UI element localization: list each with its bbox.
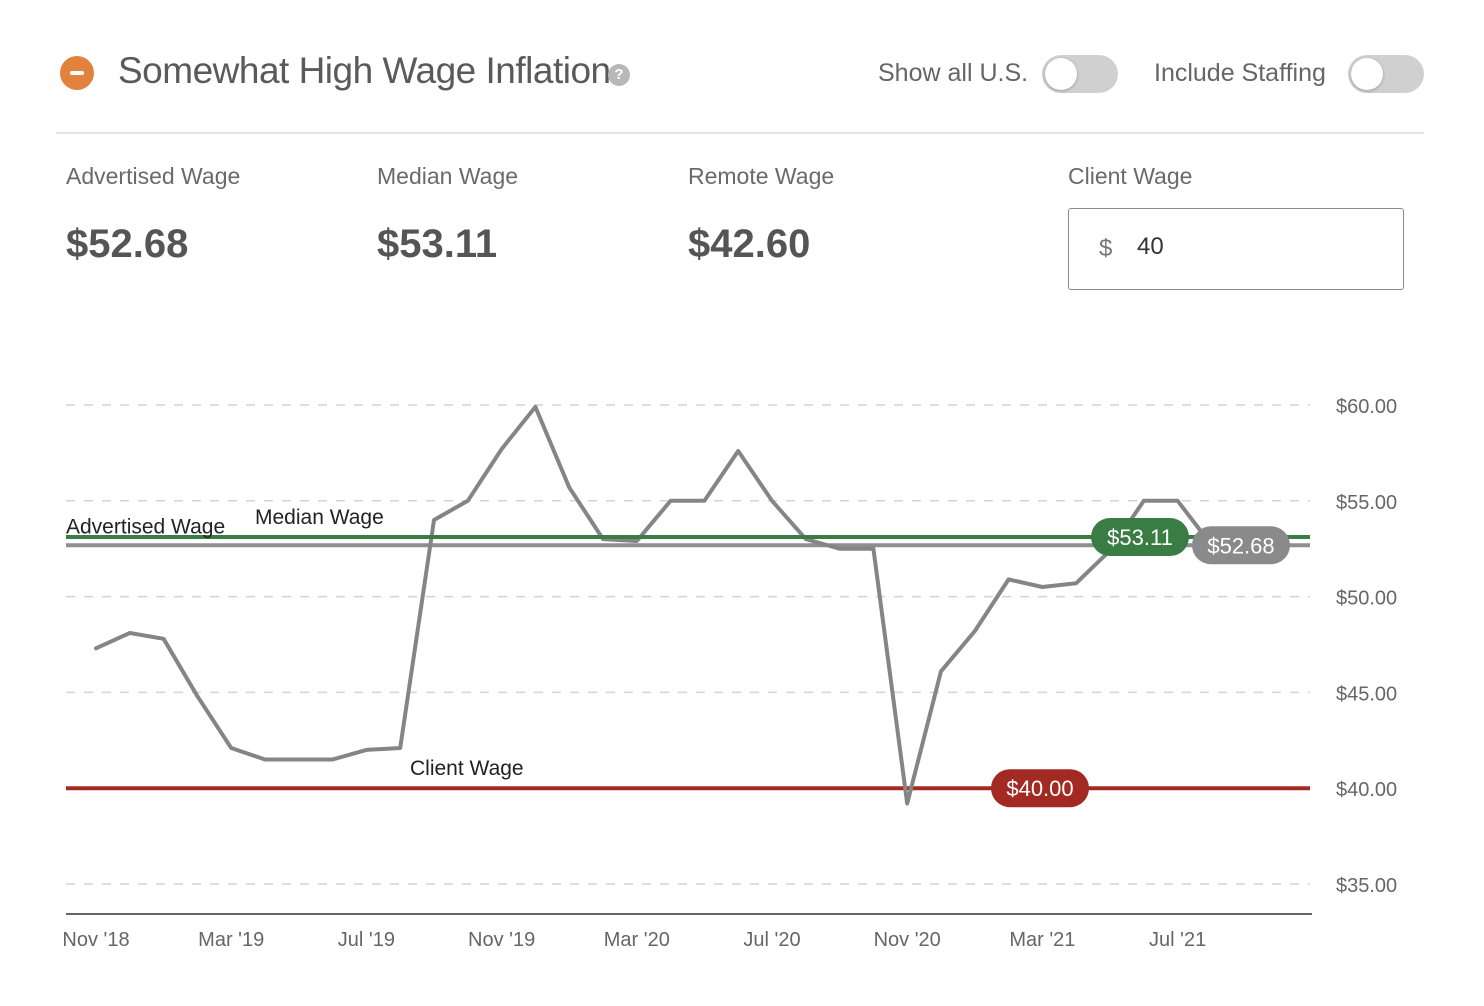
header-divider xyxy=(56,132,1424,134)
y-tick-label: $35.00 xyxy=(1336,875,1397,897)
client-wage-input[interactable] xyxy=(1137,227,1377,267)
x-tick-label: Mar '20 xyxy=(604,929,670,951)
wage-series-line xyxy=(94,404,1214,806)
x-tick-label: Jul '19 xyxy=(338,929,395,951)
client-wage-field[interactable]: $ xyxy=(1068,208,1404,290)
question-circle-icon[interactable]: ? xyxy=(608,64,630,86)
remote-wage-value: $42.60 xyxy=(688,222,811,266)
y-tick-label: $40.00 xyxy=(1336,779,1397,801)
currency-prefix: $ xyxy=(1099,235,1113,262)
x-tick-label: Nov '20 xyxy=(874,929,941,951)
y-tick-label: $55.00 xyxy=(1336,492,1397,514)
client-wage-badge: $40.00 xyxy=(1006,776,1073,801)
client-wage-label: Client Wage xyxy=(1068,163,1193,189)
advertised-wage-value: $52.68 xyxy=(66,222,189,266)
median-wage-line-label: Median Wage xyxy=(255,506,384,529)
minus-circle-icon[interactable] xyxy=(60,56,94,90)
median-wage-badge: $53.11 xyxy=(1107,525,1173,550)
x-tick-label: Nov '18 xyxy=(62,929,129,951)
include-staffing-toggle[interactable] xyxy=(1348,55,1424,93)
y-tick-label: $45.00 xyxy=(1336,683,1397,705)
y-tick-label: $50.00 xyxy=(1336,588,1397,610)
include-staffing-label: Include Staffing xyxy=(1154,59,1326,87)
advertised-wage-badge-bg xyxy=(1192,526,1290,565)
client-wage-badge-bg xyxy=(991,769,1089,808)
x-tick-label: Mar '21 xyxy=(1009,929,1075,951)
median-wage-value: $53.11 xyxy=(377,222,498,266)
show-all-us-label: Show all U.S. xyxy=(878,59,1029,87)
advertised-wage-label: Advertised Wage xyxy=(66,163,241,189)
client-wage-line-label: Client Wage xyxy=(410,757,524,780)
x-tick-label: Jul '20 xyxy=(743,929,800,951)
advertised-wage-badge: $52.68 xyxy=(1207,533,1274,558)
x-tick-label: Jul '21 xyxy=(1149,929,1206,951)
median-wage-label: Median Wage xyxy=(377,163,519,189)
advertised-wage-line-label: Advertised Wage xyxy=(66,515,225,538)
show-all-us-toggle[interactable] xyxy=(1042,55,1118,93)
card-header: Somewhat High Wage Inflation ? Show all … xyxy=(56,40,1424,106)
page-title: Somewhat High Wage Inflation xyxy=(118,50,611,91)
remote-wage-label: Remote Wage xyxy=(688,163,835,189)
y-tick-label: $60.00 xyxy=(1336,396,1397,418)
x-tick-label: Mar '19 xyxy=(198,929,264,951)
median-wage-badge-bg xyxy=(1091,518,1189,557)
x-tick-label: Nov '19 xyxy=(468,929,535,951)
